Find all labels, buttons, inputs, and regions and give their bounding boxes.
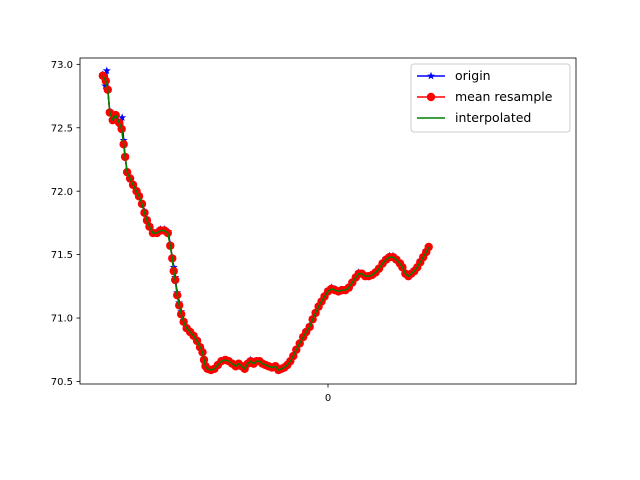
- x-tick-label: 0: [325, 393, 331, 404]
- series-origin-point: [118, 113, 127, 122]
- legend-entry-interpolated: interpolated: [417, 110, 531, 125]
- y-tick-label: 71.5: [51, 250, 73, 261]
- y-tick-label: 73.0: [51, 60, 73, 71]
- x-axis-ticks: 0: [325, 384, 331, 404]
- legend-label: mean resample: [455, 89, 553, 104]
- y-tick-label: 71.0: [51, 314, 73, 325]
- series-interpolated-line: [102, 75, 430, 371]
- legend-box: [410, 63, 571, 133]
- legend: origin mean resample interpolated: [410, 63, 571, 133]
- series-origin-point: [102, 66, 111, 75]
- legend-swatch-marker: [426, 92, 436, 102]
- series-interpolated: [102, 75, 430, 371]
- legend-entry-origin: origin: [417, 68, 491, 83]
- legend-label: interpolated: [455, 110, 531, 125]
- y-tick-label: 72.0: [51, 187, 73, 198]
- plot-area: [98, 66, 433, 375]
- series-origin-point: [101, 81, 110, 90]
- y-axis-ticks: 70.5 71.0 71.5 72.0 72.5 73.0: [51, 60, 80, 388]
- y-tick-label: 70.5: [51, 377, 73, 388]
- legend-label: origin: [455, 68, 491, 83]
- legend-entry-mean-resample: mean resample: [417, 89, 553, 104]
- y-tick-label: 72.5: [51, 123, 73, 134]
- legend-swatch-marker: [427, 71, 435, 80]
